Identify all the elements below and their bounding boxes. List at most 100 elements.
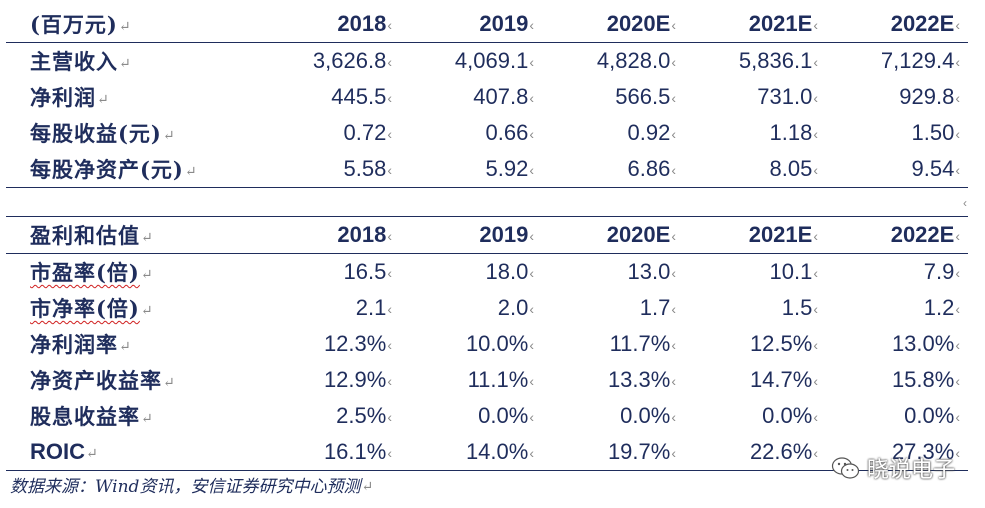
cell-mark-icon: ‹ [813, 228, 818, 244]
cell-mark-icon: ‹ [671, 445, 676, 461]
table-row: 每股净资产(元)↵ 5.58‹ 5.92‹ 6.86‹ 8.05‹ 9.54‹ [6, 151, 968, 188]
header-year-cell: 2019‹ [400, 216, 542, 254]
header-year: 2020E [606, 11, 671, 36]
value-cell: 5.92‹ [400, 151, 542, 188]
cell-value: 13.0 [627, 259, 671, 284]
row-label-cell: 市净率(倍)↵ [6, 290, 258, 326]
value-cell: 11.1%‹ [400, 362, 542, 398]
cell-value: 22.6% [749, 439, 813, 464]
value-cell: 7,129.4‹ [826, 43, 968, 80]
header-section-label: 盈利和估值 [30, 223, 140, 248]
header-year: 2022E [890, 11, 955, 36]
paragraph-mark-icon: ↵ [184, 164, 198, 180]
value-cell: 0.0%‹ [826, 398, 968, 434]
cell-mark-icon: ‹ [671, 90, 676, 106]
header-year-cell: 2022E‹ [826, 6, 968, 43]
value-cell: 1.50‹ [826, 115, 968, 151]
cell-mark-icon: ‹ [955, 301, 960, 317]
value-cell: 16.5‹ [258, 254, 400, 291]
cell-value: 5.58 [343, 156, 387, 181]
cell-mark-icon: ‹ [671, 228, 676, 244]
cell-value: 566.5 [615, 84, 671, 109]
row-label-cell: 净利润率↵ [6, 326, 258, 362]
paragraph-mark-icon: ↵ [361, 479, 374, 495]
cell-mark-icon: ‹ [813, 265, 818, 281]
table-row: 净利润率↵ 12.3%‹ 10.0%‹ 11.7%‹ 12.5%‹ 13.0%‹ [6, 326, 968, 362]
financial-table: (百万元)↵ 2018‹ 2019‹ 2020E‹ 2021E‹ 2022E‹ … [6, 6, 968, 471]
cell-value: 445.5 [331, 84, 387, 109]
cell-mark-icon: ‹ [671, 265, 676, 281]
cell-value: 2.5% [336, 403, 387, 428]
cell-value: 4,828.0 [596, 48, 671, 73]
value-cell: 566.5‹ [542, 79, 684, 115]
value-cell: 0.0%‹ [542, 398, 684, 434]
cell-value: 1.2 [923, 295, 955, 320]
cell-mark-icon: ‹ [387, 90, 392, 106]
value-cell: 19.7%‹ [542, 434, 684, 471]
header-section-cell: 盈利和估值↵ [6, 216, 258, 254]
table2-header-row: 盈利和估值↵ 2018‹ 2019‹ 2020E‹ 2021E‹ 2022E‹ [6, 216, 968, 254]
value-cell: 5.58‹ [258, 151, 400, 188]
value-cell: 14.0%‹ [400, 434, 542, 471]
value-cell: 445.5‹ [258, 79, 400, 115]
cell-mark-icon: ‹ [963, 196, 967, 210]
row-label-cell: 净利润↵ [6, 79, 258, 115]
cell-mark-icon: ‹ [813, 409, 818, 425]
paragraph-mark-icon: ↵ [86, 446, 99, 462]
cell-value: 0.0% [620, 403, 671, 428]
header-year: 2020E [606, 222, 671, 247]
cell-mark-icon: ‹ [671, 126, 676, 142]
cell-value: 407.8 [473, 84, 529, 109]
cell-mark-icon: ‹ [813, 162, 818, 178]
value-cell: 2.1‹ [258, 290, 400, 326]
paragraph-mark-icon: ↵ [119, 339, 132, 355]
table-row: 股息收益率↵ 2.5%‹ 0.0%‹ 0.0%‹ 0.0%‹ 0.0%‹ [6, 398, 968, 434]
value-cell: 929.8‹ [826, 79, 968, 115]
cell-value: 12.9% [323, 367, 387, 392]
cell-mark-icon: ‹ [955, 265, 960, 281]
value-cell: 0.66‹ [400, 115, 542, 151]
header-year: 2018 [337, 222, 387, 247]
value-cell: 731.0‹ [684, 79, 826, 115]
header-year: 2021E [748, 11, 813, 36]
cell-value: 929.8 [899, 84, 955, 109]
header-year-cell: 2021E‹ [684, 6, 826, 43]
cell-mark-icon: ‹ [387, 301, 392, 317]
header-year-cell: 2018‹ [258, 6, 400, 43]
cell-mark-icon: ‹ [671, 409, 676, 425]
cell-value: 731.0 [757, 84, 813, 109]
cell-value: 13.3% [607, 367, 671, 392]
cell-value: 15.8% [891, 367, 955, 392]
cell-mark-icon: ‹ [813, 337, 818, 353]
cell-mark-icon: ‹ [387, 17, 392, 33]
cell-value: 0.92 [627, 120, 671, 145]
cell-mark-icon: ‹ [671, 54, 676, 70]
cell-value: 2.0 [497, 295, 529, 320]
paragraph-mark-icon: ↵ [140, 303, 154, 319]
cell-mark-icon: ‹ [529, 445, 534, 461]
paragraph-mark-icon: ↵ [119, 56, 132, 72]
cell-mark-icon: ‹ [529, 337, 534, 353]
paragraph-mark-icon: ↵ [118, 19, 132, 35]
cell-value: 18.0 [485, 259, 529, 284]
row-label: 市净率(倍) [30, 296, 140, 321]
row-label-cell: 市盈率(倍)↵ [6, 254, 258, 291]
cell-value: 0.66 [485, 120, 529, 145]
header-year-cell: 2022E‹ [826, 216, 968, 254]
row-label: 股息收益率 [30, 404, 140, 429]
value-cell: 1.5‹ [684, 290, 826, 326]
cell-mark-icon: ‹ [955, 337, 960, 353]
value-cell: 0.0%‹ [400, 398, 542, 434]
header-unit-label: (百万元) [30, 12, 118, 37]
value-cell: 4,828.0‹ [542, 43, 684, 80]
cell-value: 10.0% [465, 331, 529, 356]
table-row: 净资产收益率↵ 12.9%‹ 11.1%‹ 13.3%‹ 14.7%‹ 15.8… [6, 362, 968, 398]
paragraph-mark-icon: ↵ [163, 375, 176, 391]
cell-mark-icon: ‹ [529, 54, 534, 70]
value-cell: 12.3%‹ [258, 326, 400, 362]
header-unit-cell: (百万元)↵ [6, 6, 258, 43]
source-note-text: 数据来源：Wind资讯，安信证券研究中心预测 [10, 477, 361, 497]
cell-mark-icon: ‹ [813, 90, 818, 106]
cell-value: 9.54 [911, 156, 955, 181]
cell-mark-icon: ‹ [955, 54, 960, 70]
